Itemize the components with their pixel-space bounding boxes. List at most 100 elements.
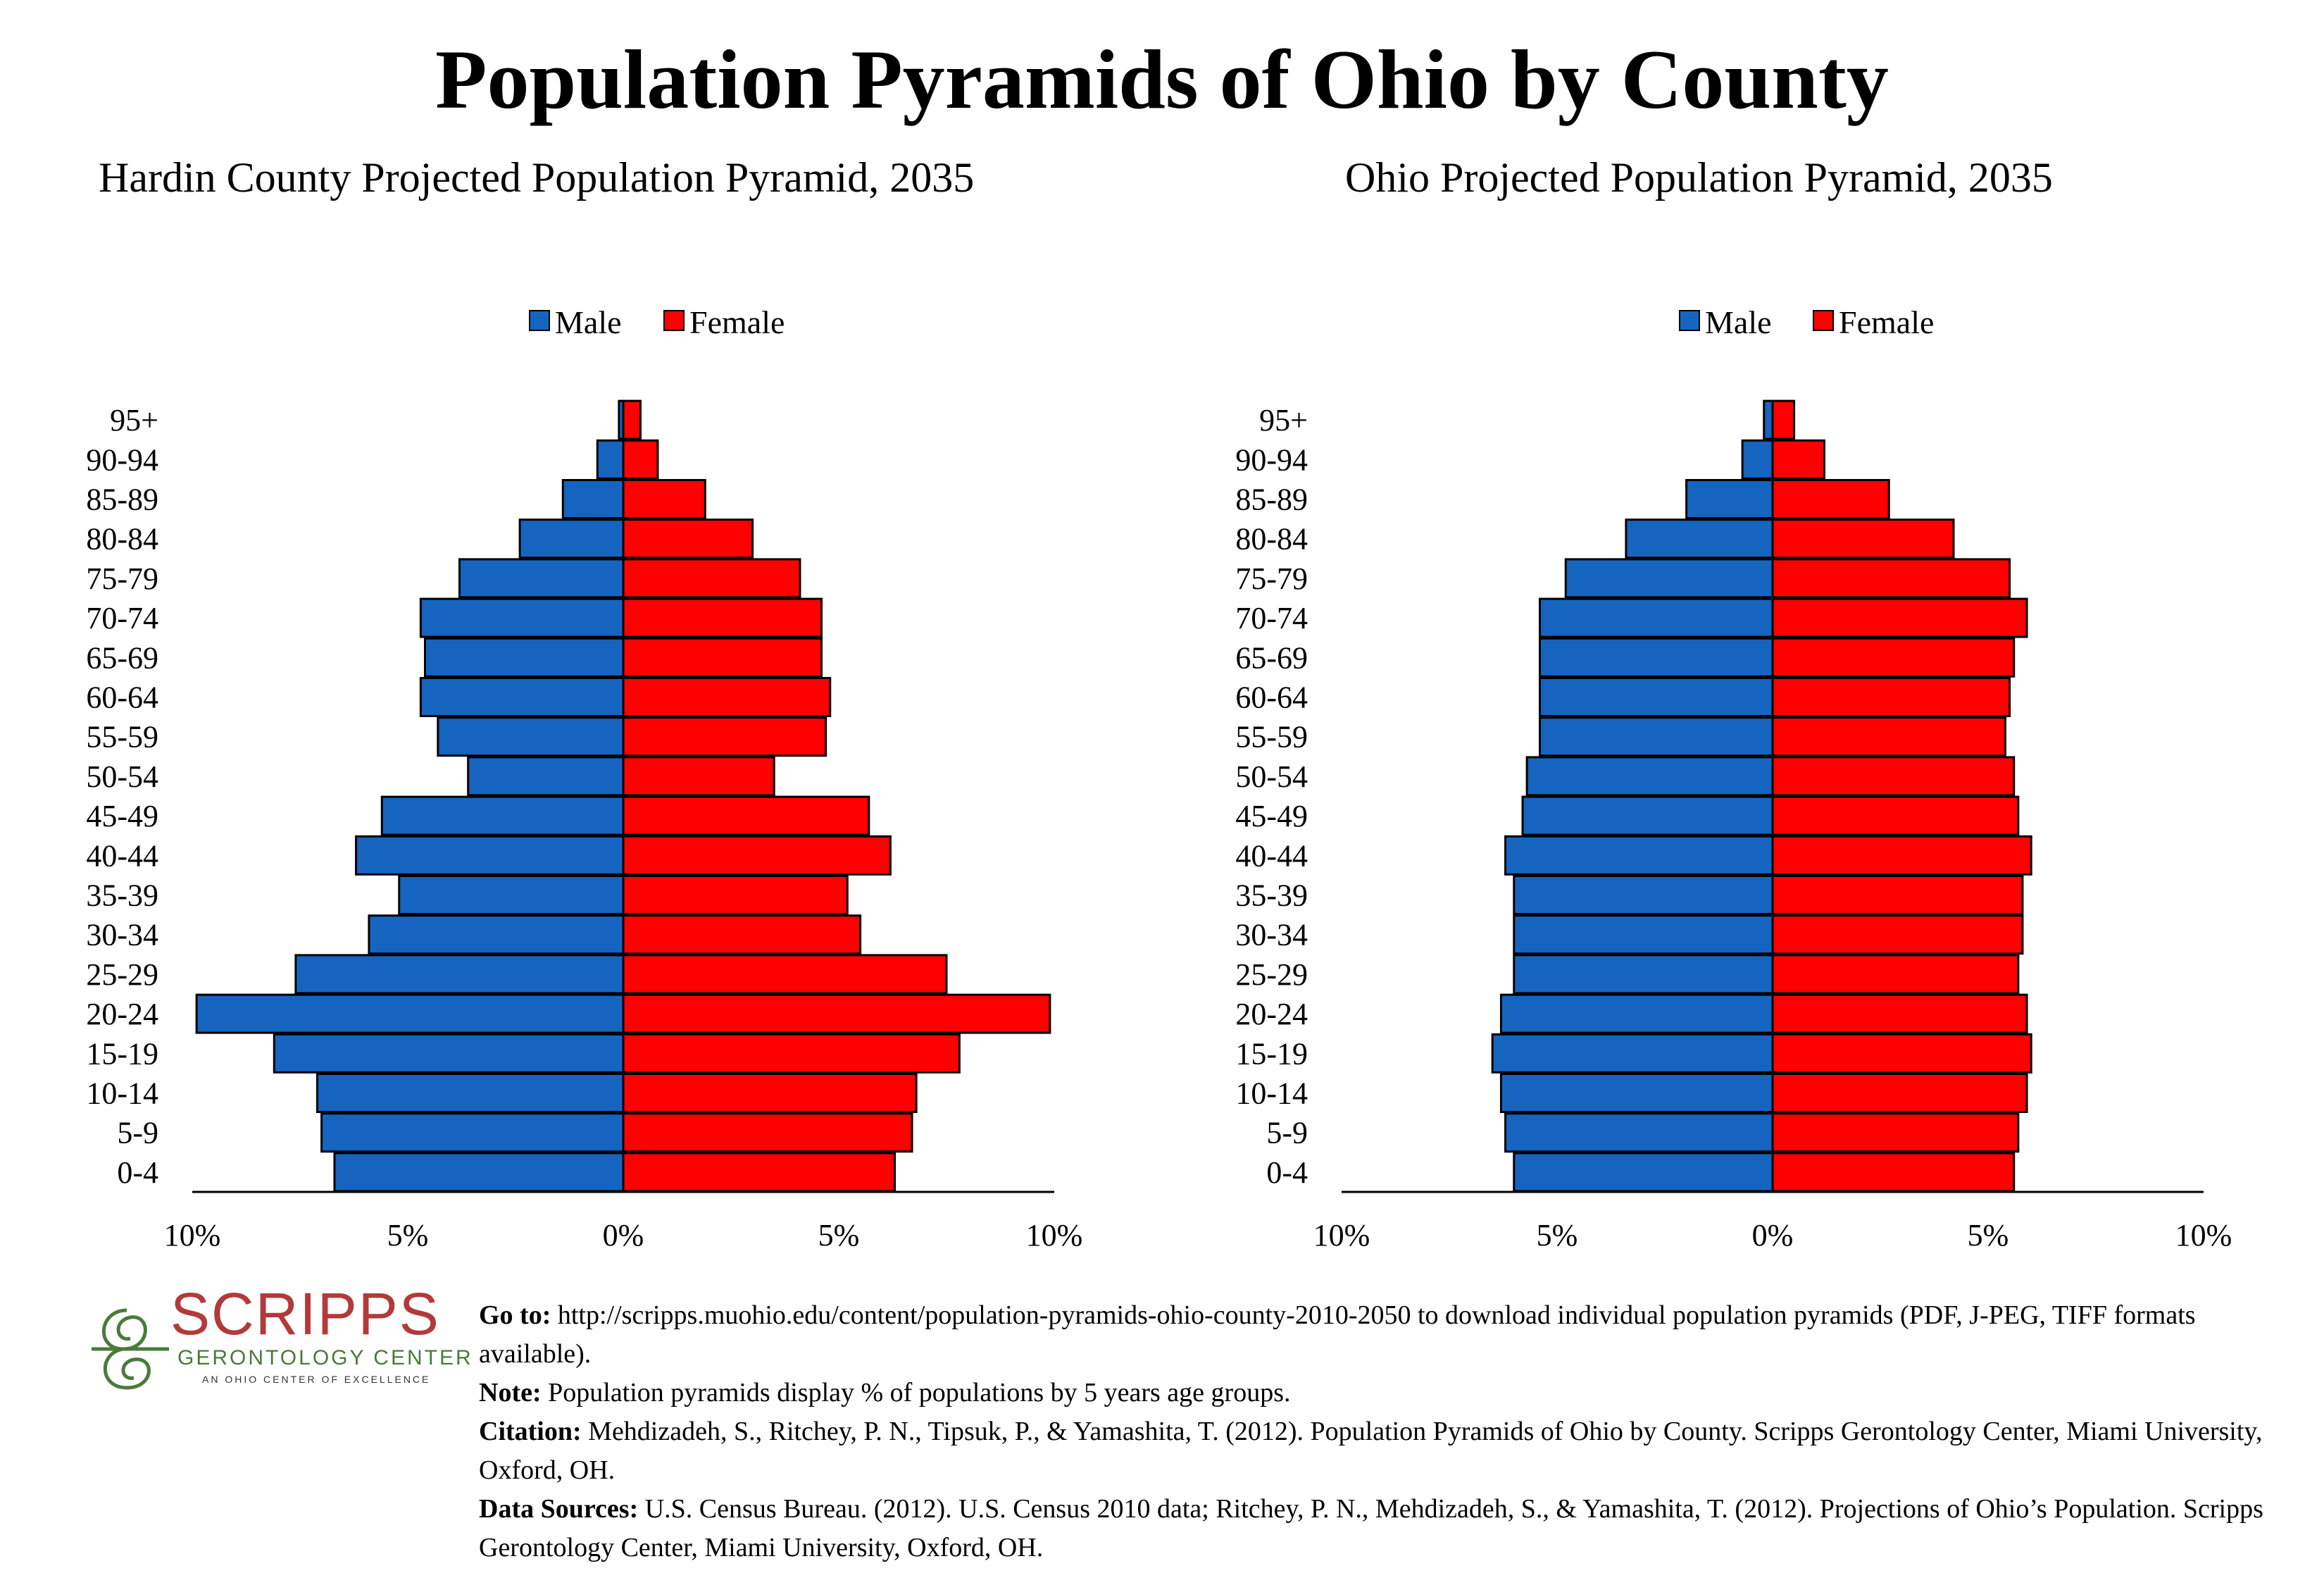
bar-male-55-59 xyxy=(1539,716,1774,757)
bar-male-50-54 xyxy=(467,756,625,797)
bar-female-10-14 xyxy=(1771,1073,2028,1113)
age-group-label: 10-14 xyxy=(86,1076,158,1111)
age-group-label: 65-69 xyxy=(1235,640,1308,675)
bar-male-55-59 xyxy=(437,716,625,757)
x-tick-label: 10% xyxy=(1313,1218,1370,1253)
bar-female-20-24 xyxy=(1771,993,2028,1034)
bar-male-40-44 xyxy=(355,835,625,876)
bar-female-0-4 xyxy=(1771,1152,2016,1193)
age-group-label: 45-49 xyxy=(86,799,158,833)
age-group-label: 25-29 xyxy=(1235,957,1308,992)
logo-name: SCRIPPS xyxy=(170,1281,440,1347)
bar-female-75-79 xyxy=(1771,558,2011,599)
page-title: Population Pyramids of Ohio by County xyxy=(435,32,1889,126)
bar-male-85-89 xyxy=(1685,479,1774,519)
age-group-label: 80-84 xyxy=(1235,522,1308,557)
bar-female-70-74 xyxy=(1771,597,2028,638)
age-group-label: 15-19 xyxy=(1235,1036,1308,1071)
bar-male-75-79 xyxy=(458,558,625,599)
bar-male-45-49 xyxy=(380,795,625,836)
x-tick-label: 5% xyxy=(1968,1218,2009,1253)
x-tick-label: 10% xyxy=(2175,1218,2232,1253)
bar-female-40-44 xyxy=(1771,835,2032,876)
x-tick-label: 0% xyxy=(1752,1218,1794,1253)
logo-subtitle: GERONTOLOGY CENTER xyxy=(177,1346,473,1369)
age-group-label: 25-29 xyxy=(86,957,158,992)
age-group-label: 15-19 xyxy=(86,1036,158,1071)
legend-swatch-male xyxy=(1679,310,1700,331)
bar-female-90-94 xyxy=(622,439,659,480)
scripps-logo: SCRIPPS GERONTOLOGY CENTER AN OHIO CENTE… xyxy=(170,1282,473,1388)
bar-male-90-94 xyxy=(1741,439,1774,480)
bar-female-35-39 xyxy=(622,875,849,915)
bar-female-90-94 xyxy=(1771,439,1825,480)
age-group-label: 85-89 xyxy=(1235,483,1308,517)
bar-male-80-84 xyxy=(518,518,625,559)
bar-female-15-19 xyxy=(1771,1033,2032,1074)
age-group-label: 45-49 xyxy=(1235,799,1308,833)
bar-female-95+ xyxy=(622,399,642,440)
bar-male-90-94 xyxy=(596,439,625,480)
bar-male-70-74 xyxy=(1539,597,1774,638)
age-group-label: 75-79 xyxy=(1235,561,1308,596)
bar-female-60-64 xyxy=(1771,677,2011,717)
bar-male-25-29 xyxy=(1513,954,1774,995)
note-data-sources: Data Sources: U.S. Census Bureau. (2012)… xyxy=(479,1490,2310,1567)
note-text: Population pyramids display % of populat… xyxy=(541,1378,1291,1407)
age-group-label: 90-94 xyxy=(86,442,158,477)
bar-female-80-84 xyxy=(1771,518,1955,559)
note-note: Note: Population pyramids display % of p… xyxy=(479,1374,2310,1412)
bar-male-70-74 xyxy=(419,597,625,638)
bar-female-75-79 xyxy=(622,558,801,599)
x-tick-label: 10% xyxy=(164,1218,221,1253)
age-group-label: 40-44 xyxy=(1235,838,1308,873)
age-group-label: 40-44 xyxy=(86,838,158,873)
x-tick-label: 10% xyxy=(1026,1218,1083,1253)
age-group-label: 90-94 xyxy=(1235,442,1308,477)
bar-male-85-89 xyxy=(561,479,625,519)
note-label: Go to: xyxy=(479,1300,551,1330)
bar-female-10-14 xyxy=(622,1073,918,1113)
bar-male-0-4 xyxy=(333,1152,625,1193)
bar-male-20-24 xyxy=(195,993,625,1034)
x-tick-label: 5% xyxy=(818,1218,860,1253)
chart-subtitle: Ohio Projected Population Pyramid, 2035 xyxy=(1345,154,2053,201)
bar-female-95+ xyxy=(1771,399,1796,440)
age-group-label: 75-79 xyxy=(86,561,158,596)
bar-female-70-74 xyxy=(622,597,823,638)
age-group-label: 55-59 xyxy=(1235,720,1308,754)
age-group-label: 65-69 xyxy=(86,640,158,675)
legend-swatch-female xyxy=(663,310,685,331)
logo-tagline: AN OHIO CENTER OF EXCELLENCE xyxy=(202,1374,431,1385)
x-tick-label: 5% xyxy=(1537,1218,1578,1253)
scripps-logo-swirl-icon xyxy=(92,1308,169,1390)
bar-female-45-49 xyxy=(1771,795,2020,836)
age-group-label: 80-84 xyxy=(86,522,158,557)
age-group-label: 35-39 xyxy=(86,878,158,913)
bar-male-25-29 xyxy=(294,954,625,995)
bar-female-65-69 xyxy=(1771,637,2016,678)
age-group-label: 70-74 xyxy=(1235,601,1308,635)
bar-female-40-44 xyxy=(622,835,892,876)
bar-female-50-54 xyxy=(622,756,775,797)
legend-label-female: Female xyxy=(1839,304,1934,340)
bar-male-30-34 xyxy=(1513,914,1774,955)
bar-male-35-39 xyxy=(1513,875,1774,915)
bar-female-30-34 xyxy=(622,914,862,955)
age-group-label: 30-34 xyxy=(86,918,158,952)
note-label: Data Sources: xyxy=(479,1494,639,1524)
age-group-label: 60-64 xyxy=(1235,680,1308,715)
bar-male-5-9 xyxy=(1504,1112,1774,1153)
note-text: http://scripps.muohio.edu/content/popula… xyxy=(479,1300,2196,1369)
age-group-label: 0-4 xyxy=(117,1155,158,1190)
age-group-label: 5-9 xyxy=(117,1116,158,1150)
age-group-label: 70-74 xyxy=(86,601,158,635)
age-group-label: 55-59 xyxy=(86,720,158,754)
age-group-label: 60-64 xyxy=(86,680,158,715)
bar-male-35-39 xyxy=(398,875,625,915)
bar-female-0-4 xyxy=(622,1152,897,1193)
bar-female-25-29 xyxy=(1771,954,2020,995)
bar-female-45-49 xyxy=(622,795,870,836)
bar-male-65-69 xyxy=(1539,637,1774,678)
legend-label-male: Male xyxy=(555,304,622,340)
